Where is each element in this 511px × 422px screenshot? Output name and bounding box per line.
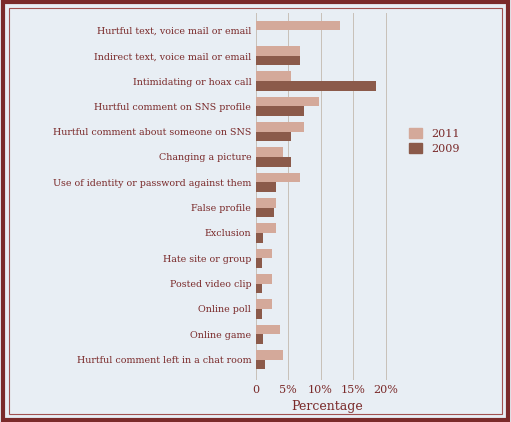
Bar bbox=[256, 350, 283, 360]
Bar bbox=[256, 274, 272, 284]
Bar bbox=[256, 46, 300, 56]
Bar bbox=[256, 284, 262, 293]
Bar bbox=[256, 360, 265, 369]
X-axis label: Percentage: Percentage bbox=[291, 400, 363, 413]
Legend: 2011, 2009: 2011, 2009 bbox=[406, 125, 463, 157]
Bar bbox=[256, 198, 276, 208]
Bar bbox=[256, 233, 263, 243]
Bar bbox=[256, 223, 276, 233]
Bar bbox=[256, 21, 340, 30]
Bar bbox=[256, 334, 263, 344]
Bar bbox=[256, 309, 262, 319]
Bar bbox=[256, 132, 291, 141]
Bar bbox=[256, 157, 291, 167]
Bar bbox=[256, 106, 304, 116]
Bar bbox=[256, 71, 291, 81]
Bar bbox=[256, 299, 272, 309]
Bar bbox=[256, 182, 276, 192]
Bar bbox=[256, 173, 300, 182]
Bar bbox=[256, 122, 304, 132]
Bar bbox=[256, 147, 283, 157]
Bar bbox=[256, 56, 300, 65]
Bar bbox=[256, 258, 262, 268]
Bar bbox=[256, 249, 272, 258]
Bar bbox=[256, 97, 319, 106]
Bar bbox=[256, 208, 274, 217]
Bar bbox=[256, 81, 376, 91]
Bar bbox=[256, 325, 280, 334]
